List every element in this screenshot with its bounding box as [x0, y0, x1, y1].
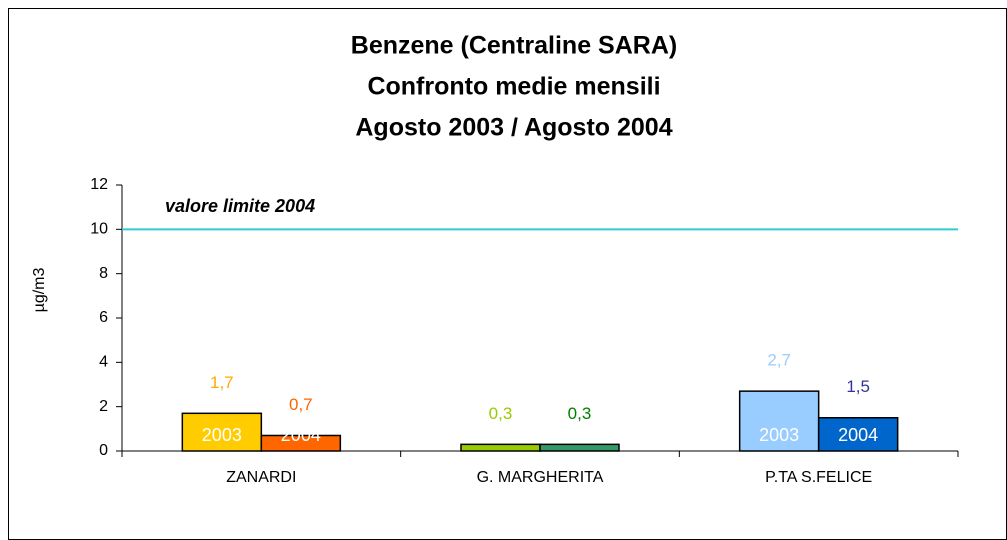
- y-tick-label: 12: [90, 176, 108, 193]
- chart-title: Benzene (Centraline SARA): [351, 32, 677, 60]
- bar: [181, 412, 263, 452]
- value-label: 2,7: [767, 351, 791, 370]
- value-label: 1,7: [210, 373, 234, 392]
- y-tick-label: 0: [99, 442, 108, 459]
- chart-title: Confronto medie mensili: [367, 73, 660, 101]
- chart-title: Agosto 2003 / Agosto 2004: [355, 114, 672, 142]
- bar: [460, 443, 541, 452]
- bar: [260, 434, 342, 452]
- value-label: 0,7: [289, 395, 313, 414]
- bar-series-label: 2003: [202, 425, 242, 445]
- bar-series-label: 2004: [281, 425, 321, 445]
- bar-series-label: 2004: [838, 425, 878, 445]
- y-tick-label: 8: [99, 265, 108, 282]
- bar-series-label: 2004: [559, 425, 599, 445]
- x-tick-label: ZANARDI: [226, 469, 296, 486]
- y-tick-label: 6: [99, 309, 108, 326]
- x-tick-label: P.TA S.FELICE: [765, 469, 872, 486]
- bar-series-label: 2003: [480, 425, 520, 445]
- reference-label: valore limite 2004: [165, 196, 315, 216]
- y-axis-label: µg/m3: [31, 268, 48, 313]
- bar-series-label: 2003: [759, 425, 799, 445]
- bar: [817, 417, 899, 452]
- x-tick-label: G. MARGHERITA: [477, 469, 604, 486]
- value-label: 0,3: [568, 404, 592, 423]
- value-label: 1,5: [846, 377, 870, 396]
- bar: [738, 390, 820, 452]
- y-tick-label: 2: [99, 398, 108, 415]
- value-label: 0,3: [489, 404, 513, 423]
- bar: [539, 443, 620, 452]
- y-tick-label: 4: [99, 354, 108, 371]
- y-tick-label: 10: [90, 221, 108, 238]
